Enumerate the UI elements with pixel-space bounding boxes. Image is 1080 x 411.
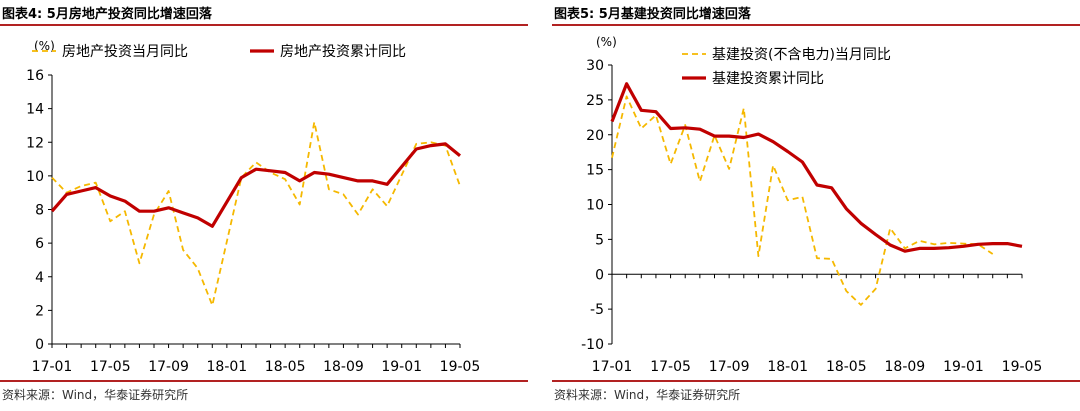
x-tick-label: 17-05 xyxy=(650,359,691,375)
y-tick-label: 10 xyxy=(26,169,44,185)
series-cumulative-line xyxy=(610,82,1023,253)
x-tick-label: 18-05 xyxy=(826,359,867,375)
y-tick-label: 25 xyxy=(586,93,604,109)
y-tick-label: 15 xyxy=(586,163,604,179)
x-tick-label: 19-05 xyxy=(440,359,481,375)
unit-label: (%) xyxy=(596,35,617,49)
x-tick-label: 18-09 xyxy=(885,359,926,375)
x-tick-label: 17-09 xyxy=(709,359,750,375)
x-tick-label: 19-05 xyxy=(1002,359,1043,375)
x-tick-label: 18-05 xyxy=(265,359,306,375)
y-tick-label: 30 xyxy=(586,58,604,74)
y-tick-label: 10 xyxy=(586,198,604,214)
panel-real-estate: 图表4: 5月房地产投资同比增速回落 (%) 0 2 4 6 8 10 12 14 16 17-01… xyxy=(0,0,528,411)
y-tick-label: 12 xyxy=(26,135,44,151)
series-monthly-line xyxy=(611,95,994,306)
source-rule xyxy=(0,380,528,382)
infrastructure-line-chart: (%) -10 -5 0 5 10 15 20 25 30 17-01 17-05 17-09 18-01… xyxy=(581,35,1043,375)
y-tick-label: 16 xyxy=(26,68,44,84)
source-note: 资料来源：Wind，华泰证券研究所 xyxy=(554,388,741,402)
source-rule xyxy=(552,380,1080,382)
series-cumulative-line xyxy=(50,142,462,228)
y-tick-label: 0 xyxy=(35,337,44,353)
x-tick-label: 17-01 xyxy=(592,359,633,375)
x-tick-label: 18-09 xyxy=(323,359,364,375)
figure-title: 图表4: 5月房地产投资同比增速回落 xyxy=(2,7,212,22)
legend-label: 基建投资累计同比 xyxy=(712,70,824,87)
x-tick-label: 18-01 xyxy=(207,359,248,375)
y-tick-label: 0 xyxy=(595,267,604,283)
y-tick-label: 2 xyxy=(35,303,44,319)
y-tick-label: 20 xyxy=(586,128,604,144)
y-tick-label: 14 xyxy=(26,102,44,118)
legend-label: 房地产投资累计同比 xyxy=(280,44,406,60)
x-tick-label: 19-01 xyxy=(381,359,422,375)
x-tick-label: 17-05 xyxy=(90,359,131,375)
x-tick-label: 17-09 xyxy=(148,359,189,375)
y-tick-label: 4 xyxy=(35,270,44,286)
x-tick-label: 18-01 xyxy=(767,359,808,375)
y-tick-label: 8 xyxy=(35,203,44,219)
real-estate-line-chart: (%) 0 2 4 6 8 10 12 14 16 17-01 17-05 17-09 18-01 18-0… xyxy=(26,39,481,375)
title-rule xyxy=(0,24,528,26)
figure-title: 图表5: 5月基建投资同比增速回落 xyxy=(554,7,751,22)
panel-infrastructure: 图表5: 5月基建投资同比增速回落 (%) -10 -5 0 5 10 15 20 25 30 17… xyxy=(552,0,1080,411)
legend-label: 房地产投资当月同比 xyxy=(62,44,188,60)
legend-label: 基建投资(不含电力)当月同比 xyxy=(712,46,891,63)
y-tick-label: 6 xyxy=(35,236,44,252)
unit-label: (%) xyxy=(34,39,55,53)
y-tick-label: -5 xyxy=(590,302,604,318)
title-rule xyxy=(552,24,1080,26)
y-tick-label: -10 xyxy=(581,337,604,353)
y-tick-label: 5 xyxy=(595,232,604,248)
x-tick-label: 17-01 xyxy=(32,359,73,375)
series-monthly-line xyxy=(51,121,461,307)
source-note: 资料来源：Wind，华泰证券研究所 xyxy=(2,388,189,402)
x-tick-label: 19-01 xyxy=(943,359,984,375)
